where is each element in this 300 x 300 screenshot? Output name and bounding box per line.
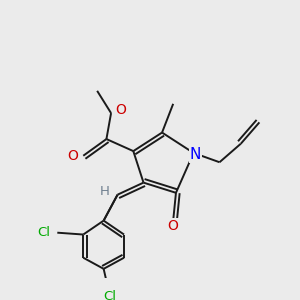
Text: Cl: Cl — [37, 226, 50, 239]
Text: N: N — [190, 147, 201, 162]
Text: Cl: Cl — [103, 290, 117, 300]
Text: H: H — [100, 185, 110, 198]
Text: O: O — [68, 149, 79, 163]
Text: O: O — [116, 103, 127, 117]
Text: O: O — [168, 219, 178, 233]
